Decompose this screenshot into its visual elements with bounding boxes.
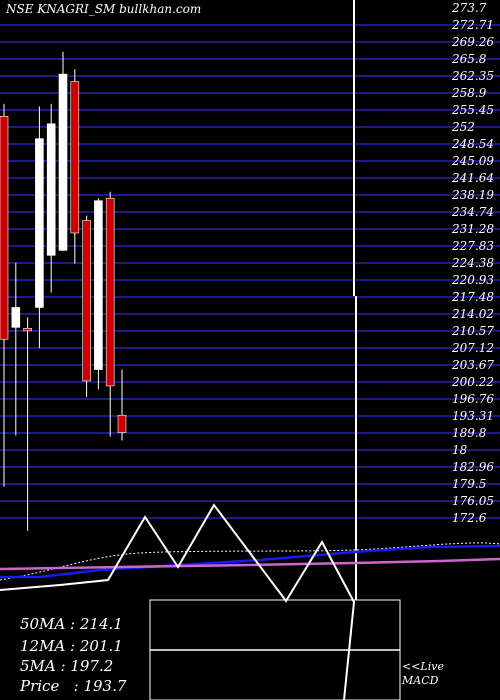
ma-blue-line — [0, 544, 500, 579]
candle-up — [94, 200, 103, 370]
y-tick-label: 265.8 — [451, 52, 487, 66]
candle-up — [58, 73, 68, 251]
candle-down — [117, 414, 127, 433]
y-tick-label: 179.5 — [452, 477, 486, 491]
chart-title: NSE KNAGRI_SM bullkhan.com — [5, 2, 201, 16]
ma-pink-line — [0, 557, 500, 571]
candle-down — [105, 197, 115, 387]
y-tick-label: 176.05 — [452, 494, 494, 508]
y-tick-label: 227.83 — [451, 239, 494, 253]
y-axis-ticks: 273.7 272.71 269.26 265.8 262.35 258.9 255.45 2… — [451, 1, 494, 525]
y-tick-label: 248.54 — [451, 137, 494, 151]
y-tick-label: 172.6 — [452, 511, 487, 525]
price-label: Price : 193.7 — [20, 677, 127, 695]
ma50-label: 50MA : 214.1 — [20, 615, 123, 633]
y-tick-label: 238.19 — [451, 188, 494, 202]
y-tick-label: 241.64 — [451, 171, 494, 185]
y-tick-label: 207.12 — [451, 341, 494, 355]
y-tick-label: 224.38 — [451, 256, 494, 270]
y-tick-label: 272.71 — [451, 18, 494, 32]
candle-up — [11, 307, 21, 328]
y-tick-label: 18 — [452, 443, 468, 457]
y-tick-label: 217.48 — [451, 290, 494, 304]
macd-label: MACD — [402, 674, 439, 687]
y-tick-label: 255.45 — [451, 103, 494, 117]
y-tick-label: 252 — [451, 120, 475, 134]
y-tick-label: 196.76 — [452, 392, 494, 406]
y-tick-label: 245.09 — [451, 154, 494, 168]
y-tick-label: 210.57 — [451, 324, 494, 338]
y-tick-label: 214.02 — [451, 307, 494, 321]
candle-up — [35, 138, 44, 308]
candle-down — [0, 116, 9, 340]
candle-down — [23, 328, 32, 332]
y-tick-label: 193.31 — [452, 409, 494, 423]
ma-dotted-line — [0, 542, 500, 581]
y-tick-label: 234.74 — [451, 205, 494, 219]
y-tick-label: 220.93 — [451, 273, 494, 287]
grid-lines — [0, 24, 500, 519]
y-tick-label: 231.28 — [451, 222, 494, 236]
y-tick-label: 258.9 — [451, 86, 487, 100]
candle-down — [70, 81, 80, 234]
y-tick-label: 262.35 — [451, 69, 494, 83]
y-tick-label: 189.8 — [452, 426, 487, 440]
y-tick-label: 269.26 — [451, 35, 494, 49]
indicator-line — [0, 503, 356, 700]
live-label: <<Live — [402, 660, 444, 673]
ma5-label: 5MA : 197.2 — [20, 657, 114, 675]
candle-up — [46, 123, 56, 256]
y-tick-label: 200.22 — [451, 375, 494, 389]
candle-down — [82, 220, 91, 382]
ma12-label: 12MA : 201.1 — [20, 637, 123, 655]
candlestick-series — [0, 51, 127, 531]
y-tick-label: 203.67 — [451, 358, 494, 372]
y-tick-label: 273.7 — [451, 1, 487, 15]
y-tick-label: 182.96 — [452, 460, 494, 474]
